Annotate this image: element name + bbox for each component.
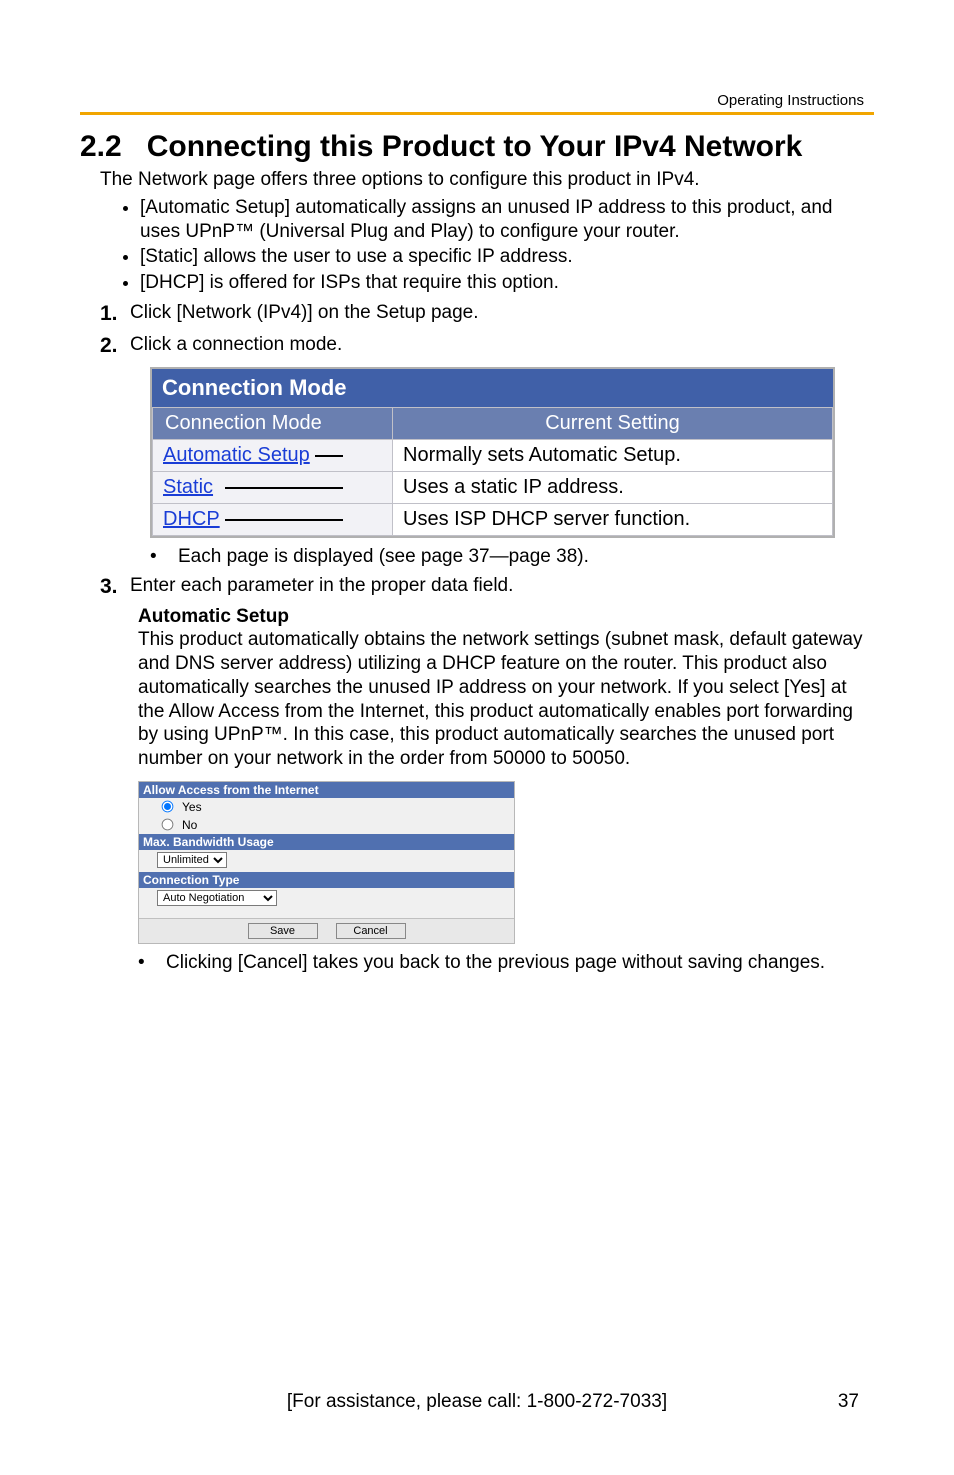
connection-mode-title: Connection Mode (152, 369, 833, 407)
header-doc-label: Operating Instructions (717, 92, 864, 109)
section-heading-text: Connecting this Product to Your IPv4 Net… (147, 130, 803, 163)
intro-bullet-list: [Automatic Setup] automatically assigns … (100, 196, 874, 295)
connection-type-select[interactable]: Auto Negotiation (157, 890, 277, 906)
footer-page-number: 37 (838, 1391, 859, 1413)
table-row: Automatic Setup Normally sets Automatic … (153, 440, 833, 472)
connection-type-row: Auto Negotiation (139, 888, 514, 910)
step-text: Click [Network (IPv4)] on the Setup page… (130, 301, 874, 327)
step-1: 1. Click [Network (IPv4)] on the Setup p… (100, 301, 874, 327)
save-button[interactable]: Save (248, 923, 318, 939)
step-text: Enter each parameter in the proper data … (130, 574, 874, 600)
step-2: 2. Click a connection mode. (100, 333, 874, 359)
bandwidth-select[interactable]: Unlimited (157, 852, 227, 868)
bullet-dot: • (138, 952, 166, 974)
connector-line (225, 487, 343, 489)
connection-mode-table: Connection Mode Current Setting Automati… (152, 407, 833, 536)
allow-access-no-radio[interactable] (162, 819, 174, 831)
section-number: 2.2 (80, 130, 122, 163)
panel-footer: Save Cancel (139, 918, 514, 943)
table-desc: Normally sets Automatic Setup. (393, 440, 833, 472)
cancel-button[interactable]: Cancel (336, 923, 406, 939)
table-row: Static Uses a static IP address. (153, 472, 833, 504)
final-bullet: • Clicking [Cancel] takes you back to th… (138, 952, 874, 974)
automatic-setup-heading: Automatic Setup (138, 605, 874, 629)
settings-panel: Allow Access from the Internet Yes No Ma… (138, 781, 515, 944)
dhcp-link[interactable]: DHCP (163, 508, 223, 531)
step-number: 2. (100, 333, 130, 359)
automatic-setup-block: Automatic Setup This product automatical… (138, 605, 874, 771)
bullet-text: Clicking [Cancel] takes you back to the … (166, 952, 825, 974)
step-3: 3. Enter each parameter in the proper da… (100, 574, 874, 600)
static-link[interactable]: Static (163, 476, 223, 499)
automatic-setup-link[interactable]: Automatic Setup (163, 444, 313, 467)
list-item: [Automatic Setup] automatically assigns … (140, 196, 874, 244)
connection-mode-panel: Connection Mode Connection Mode Current … (150, 367, 835, 538)
panel-header-connection-type: Connection Type (139, 872, 514, 888)
footer-assistance: [For assistance, please call: 1-800-272-… (0, 1391, 954, 1413)
automatic-setup-body: This product automatically obtains the n… (138, 628, 874, 771)
bullet-text: Each page is displayed (see page 37—page… (178, 546, 589, 568)
header-rule (80, 112, 874, 115)
table-row: DHCP Uses ISP DHCP server function. (153, 504, 833, 536)
table-header: Current Setting (393, 408, 833, 440)
step-number: 1. (100, 301, 130, 327)
step-number: 3. (100, 574, 130, 600)
panel-header-allow-access: Allow Access from the Internet (139, 782, 514, 798)
allow-access-yes-radio[interactable] (162, 801, 174, 813)
radio-label: No (182, 818, 197, 832)
table-header: Connection Mode (153, 408, 393, 440)
bullet-dot: • (150, 546, 178, 568)
radio-row-yes: Yes (139, 798, 514, 816)
list-item: [Static] allows the user to use a specif… (140, 245, 874, 269)
bandwidth-row: Unlimited (139, 850, 514, 872)
step-text: Click a connection mode. (130, 333, 874, 359)
connector-line (225, 519, 343, 521)
table-desc: Uses a static IP address. (393, 472, 833, 504)
intro-text: The Network page offers three options to… (100, 168, 874, 192)
panel-header-bandwidth: Max. Bandwidth Usage (139, 834, 514, 850)
section-title: 2.2 Connecting this Product to Your IPv4… (80, 130, 874, 164)
table-desc: Uses ISP DHCP server function. (393, 504, 833, 536)
radio-row-no: No (139, 816, 514, 834)
after-box-bullet: • Each page is displayed (see page 37—pa… (150, 546, 874, 568)
list-item: [DHCP] is offered for ISPs that require … (140, 271, 874, 295)
connector-line (315, 455, 343, 457)
radio-label: Yes (182, 800, 202, 814)
